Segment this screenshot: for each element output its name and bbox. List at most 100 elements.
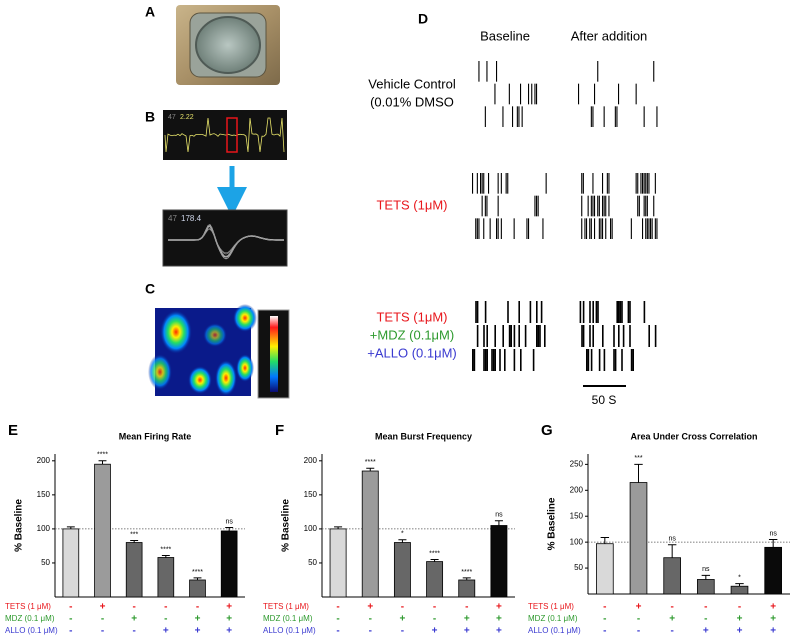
spike bbox=[643, 195, 645, 217]
spike bbox=[656, 218, 658, 239]
spike bbox=[653, 61, 655, 82]
bar bbox=[426, 561, 444, 598]
y-tick-label: 100 bbox=[304, 524, 318, 533]
condition-sign: - bbox=[670, 602, 673, 613]
spike bbox=[475, 218, 477, 239]
condition-sign: + bbox=[770, 602, 776, 613]
spike bbox=[539, 325, 541, 347]
spike bbox=[544, 325, 546, 347]
spike bbox=[590, 195, 592, 217]
significance-label: * bbox=[738, 574, 741, 581]
spike bbox=[528, 83, 530, 105]
spike bbox=[476, 301, 479, 323]
spike bbox=[484, 349, 487, 371]
spike bbox=[594, 195, 596, 217]
spike bbox=[508, 325, 511, 347]
spike bbox=[594, 83, 596, 105]
spike bbox=[598, 349, 601, 371]
condition-sign: + bbox=[464, 614, 470, 625]
bar bbox=[220, 530, 238, 598]
significance-label: **** bbox=[160, 546, 171, 553]
condition-label: TETS (1 μM) bbox=[263, 602, 309, 611]
significance-label: * bbox=[401, 531, 404, 538]
spike bbox=[488, 173, 490, 194]
error-bar bbox=[225, 527, 234, 531]
spike bbox=[586, 218, 588, 239]
spike bbox=[526, 218, 528, 239]
spike bbox=[584, 218, 586, 239]
condition-label: MDZ (0.1 μM) bbox=[528, 614, 578, 623]
spike bbox=[545, 173, 547, 194]
spike bbox=[590, 349, 593, 371]
spike bbox=[645, 218, 647, 239]
condition-sign: - bbox=[401, 602, 404, 613]
condition-sign: - bbox=[433, 614, 436, 625]
error-bar bbox=[600, 536, 610, 544]
condition-sign: + bbox=[163, 626, 169, 637]
spike bbox=[590, 106, 592, 127]
spike bbox=[589, 325, 591, 347]
condition-label: MDZ (0.1 μM) bbox=[263, 614, 313, 623]
spike bbox=[606, 173, 608, 194]
condition-sign: - bbox=[738, 602, 741, 613]
significance-label: ns bbox=[225, 518, 233, 525]
significance-label: ns bbox=[702, 566, 710, 573]
bar bbox=[125, 542, 143, 598]
spike bbox=[654, 173, 656, 194]
condition-sign: + bbox=[367, 602, 373, 613]
spike bbox=[613, 325, 615, 347]
bar bbox=[393, 542, 411, 598]
chart-title: Area Under Cross Correlation bbox=[630, 431, 757, 441]
condition-sign: + bbox=[496, 602, 502, 613]
significance-label: **** bbox=[429, 550, 440, 557]
spike bbox=[582, 301, 585, 323]
significance-label: ns bbox=[769, 530, 777, 537]
column-title: After addition bbox=[571, 28, 648, 43]
condition-sign: - bbox=[603, 602, 606, 613]
bar bbox=[458, 579, 476, 598]
spike bbox=[646, 218, 648, 239]
condition-label: MDZ (0.1 μM) bbox=[5, 614, 55, 623]
spike bbox=[592, 173, 594, 194]
error-bar bbox=[667, 544, 677, 558]
y-tick-label: 100 bbox=[570, 537, 584, 546]
colorbar bbox=[270, 316, 278, 392]
spike bbox=[597, 301, 599, 323]
spike bbox=[520, 83, 522, 105]
spike bbox=[542, 218, 544, 239]
spike bbox=[532, 349, 535, 371]
error-bar bbox=[462, 577, 471, 580]
significance-label: **** bbox=[97, 452, 108, 459]
bar bbox=[730, 585, 749, 595]
condition-sign: - bbox=[132, 602, 135, 613]
significance-label: *** bbox=[634, 455, 642, 462]
condition-sign: - bbox=[637, 626, 640, 637]
trace-line bbox=[164, 117, 285, 153]
spike bbox=[638, 195, 640, 217]
spike bbox=[589, 218, 591, 239]
condition-sign: + bbox=[432, 626, 438, 637]
spike bbox=[536, 195, 538, 217]
spike bbox=[618, 301, 620, 323]
trace-label: 2.22 bbox=[180, 114, 194, 121]
spike bbox=[642, 218, 644, 239]
spike bbox=[518, 325, 520, 347]
condition-sign: - bbox=[336, 626, 339, 637]
spike bbox=[653, 195, 655, 217]
spike bbox=[478, 218, 480, 239]
bar bbox=[490, 525, 508, 598]
panel-letter: B bbox=[145, 109, 155, 125]
bar bbox=[764, 546, 782, 595]
spike bbox=[654, 218, 656, 239]
y-tick-label: 200 bbox=[304, 456, 318, 465]
error-bar bbox=[366, 467, 375, 472]
spike bbox=[486, 349, 488, 371]
bar bbox=[157, 557, 175, 598]
spike bbox=[478, 61, 480, 82]
error-bar bbox=[494, 520, 503, 526]
spike bbox=[476, 173, 478, 194]
condition-sign: - bbox=[433, 602, 436, 613]
spike bbox=[494, 349, 496, 371]
spike bbox=[648, 173, 650, 194]
